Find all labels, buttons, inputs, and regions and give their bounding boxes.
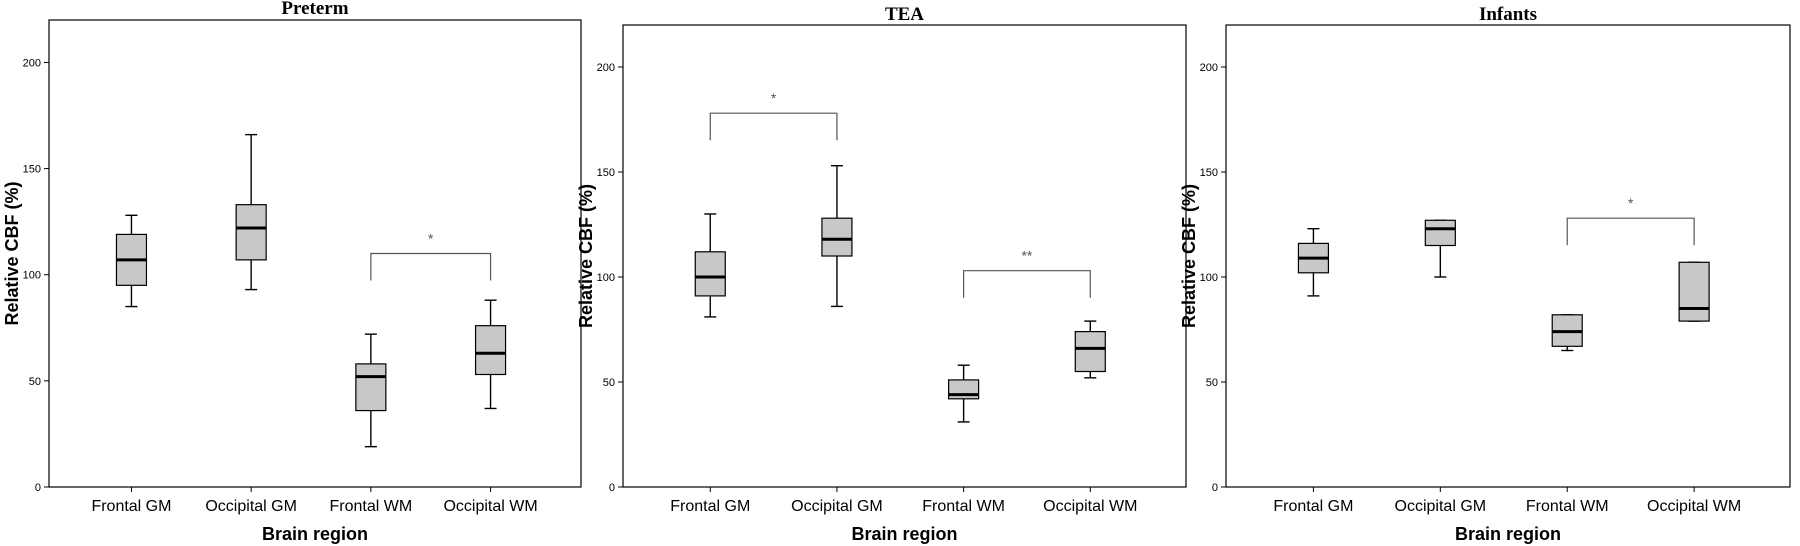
bracket-line — [371, 254, 491, 281]
significance-label: * — [771, 90, 777, 106]
significance-label: * — [428, 231, 434, 247]
chart-title: Preterm — [281, 0, 348, 19]
box-occipital-gm — [1425, 220, 1455, 277]
significance-label: ** — [1021, 248, 1032, 264]
bracket-line — [964, 271, 1091, 298]
box-occipital-gm — [822, 166, 852, 307]
iqr-box — [695, 252, 725, 296]
x-tick-label: Occipital WM — [1043, 498, 1137, 515]
y-tick-label: 200 — [23, 57, 41, 69]
y-tick-label: 200 — [597, 62, 615, 74]
y-axis-label: Relative CBF (%) — [576, 184, 596, 328]
box-occipital-wm — [1679, 262, 1709, 321]
x-tick-label: Frontal GM — [91, 498, 171, 515]
box-frontal-gm — [1298, 229, 1328, 296]
box-frontal-wm — [356, 334, 386, 447]
x-tick-label: Occipital GM — [791, 498, 883, 515]
x-tick-label: Occipital GM — [205, 498, 297, 515]
x-tick-label: Frontal WM — [1526, 498, 1609, 515]
chart-title: TEA — [885, 4, 924, 25]
y-tick-label: 100 — [23, 270, 41, 282]
iqr-box — [236, 205, 266, 260]
iqr-box — [1679, 262, 1709, 321]
significance-label: * — [1628, 195, 1634, 211]
chart-panel-1: Preterm 0 50 100 150 200 Relative CBF (%) Front… — [2, 0, 581, 544]
chart-title: Infants — [1479, 4, 1537, 25]
y-tick-label: 100 — [1200, 272, 1218, 284]
x-axis-label: Brain region — [851, 524, 957, 544]
y-tick-label: 150 — [1200, 167, 1218, 179]
iqr-box — [822, 218, 852, 256]
significance-bracket: * — [710, 90, 837, 140]
y-axis-label: Relative CBF (%) — [2, 181, 22, 325]
iqr-box — [476, 326, 506, 375]
box-frontal-gm — [116, 215, 146, 306]
box-occipital-wm — [1075, 321, 1105, 378]
significance-bracket: * — [371, 231, 491, 281]
box-occipital-wm — [476, 300, 506, 408]
y-tick-label: 50 — [29, 376, 41, 388]
y-axis-label: Relative CBF (%) — [1179, 184, 1199, 328]
iqr-box — [1075, 332, 1105, 372]
y-tick-label: 50 — [603, 377, 615, 389]
x-tick-label: Frontal WM — [922, 498, 1005, 515]
x-tick-label: Frontal WM — [330, 498, 413, 515]
x-axis-label: Brain region — [1455, 524, 1561, 544]
significance-bracket: ** — [964, 248, 1091, 298]
y-tick-label: 50 — [1206, 377, 1218, 389]
chart-panel-3: Infants 0 50 100 150 200 Relative CBF (%) Front… — [1179, 4, 1790, 544]
y-tick-label: 0 — [609, 482, 615, 494]
y-tick-label: 150 — [23, 164, 41, 176]
box-frontal-gm — [695, 214, 725, 317]
iqr-box — [356, 364, 386, 411]
chart-panel-2: TEA 0 50 100 150 200 Relative CBF (%) Frontal G… — [576, 4, 1186, 544]
box-occipital-gm — [236, 135, 266, 290]
x-tick-label: Frontal GM — [670, 498, 750, 515]
iqr-box — [1425, 220, 1455, 245]
y-tick-label: 100 — [597, 272, 615, 284]
significance-bracket: * — [1567, 195, 1694, 245]
bracket-line — [1567, 218, 1694, 245]
y-tick-label: 0 — [35, 482, 41, 494]
x-tick-label: Frontal GM — [1273, 498, 1353, 515]
x-tick-label: Occipital WM — [1647, 498, 1741, 515]
y-tick-label: 200 — [1200, 62, 1218, 74]
bracket-line — [710, 113, 837, 140]
box-frontal-wm — [1552, 315, 1582, 351]
x-tick-label: Occipital GM — [1395, 498, 1487, 515]
x-axis-label: Brain region — [262, 524, 368, 544]
x-tick-label: Occipital WM — [443, 498, 537, 515]
y-tick-label: 150 — [597, 167, 615, 179]
box-frontal-wm — [949, 365, 979, 422]
y-tick-label: 0 — [1212, 482, 1218, 494]
